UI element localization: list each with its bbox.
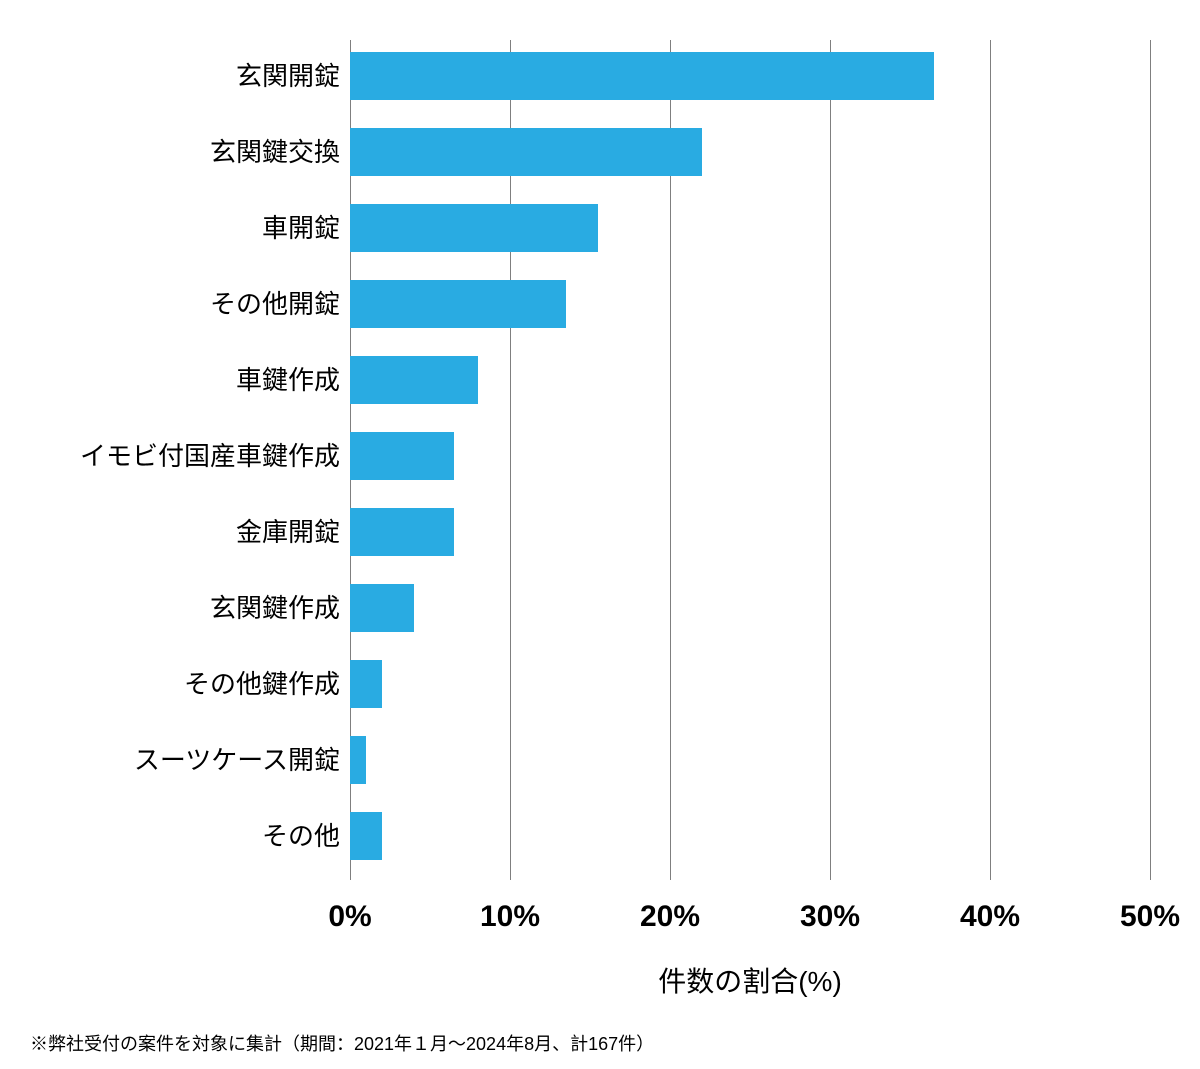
bar-row [350,280,1150,328]
bar [350,508,454,556]
bar [350,812,382,860]
y-axis-label: 車鍵作成 [20,367,340,393]
bar-row [350,204,1150,252]
y-axis-label: 玄関鍵作成 [20,595,340,621]
y-axis-label: その他開錠 [20,291,340,317]
y-axis-label: スーツケース開錠 [20,747,340,773]
x-tick-label: 10% [480,900,540,934]
bar-row [350,812,1150,860]
bar [350,128,702,176]
bar-row [350,660,1150,708]
bar [350,204,598,252]
footnote: ※弊社受付の案件を対象に集計（期間：2021年１月～2024年8月、計167件） [30,1030,654,1056]
bar-row [350,128,1150,176]
bar-row [350,508,1150,556]
bar [350,584,414,632]
bar-row [350,432,1150,480]
bar [350,280,566,328]
y-axis-label: 車開錠 [20,215,340,241]
bar [350,356,478,404]
bar [350,52,934,100]
bar [350,660,382,708]
x-tick-label: 40% [960,900,1020,934]
x-tick-label: 20% [640,900,700,934]
y-axis-label: 金庫開錠 [20,519,340,545]
chart-container: 件数の割合(%) ※弊社受付の案件を対象に集計（期間：2021年１月～2024年… [0,0,1200,1069]
y-axis-label: 玄関鍵交換 [20,139,340,165]
y-axis-label: その他 [20,823,340,849]
bar-row [350,356,1150,404]
y-axis-label: その他鍵作成 [20,671,340,697]
bar-row [350,52,1150,100]
x-tick-label: 30% [800,900,860,934]
x-axis-title: 件数の割合(%) [350,960,1150,1000]
gridline [1150,40,1151,880]
y-axis-label: イモビ付国産車鍵作成 [20,443,340,469]
bar [350,432,454,480]
y-axis-label: 玄関開錠 [20,63,340,89]
bar-row [350,584,1150,632]
x-tick-label: 50% [1120,900,1180,934]
plot-area [350,40,1150,880]
x-tick-label: 0% [328,900,371,934]
bar [350,736,366,784]
bar-row [350,736,1150,784]
